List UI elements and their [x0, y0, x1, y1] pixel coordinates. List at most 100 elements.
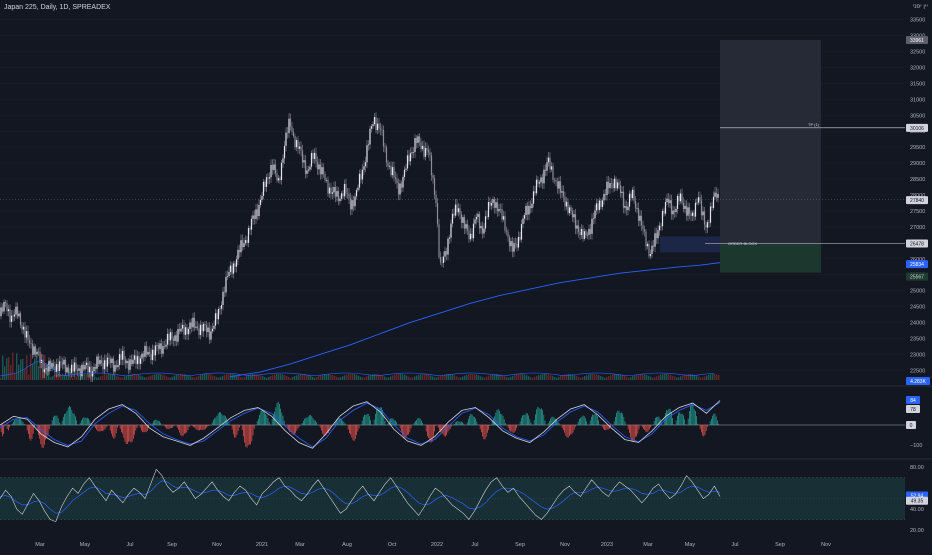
- candle-body: [687, 207, 689, 216]
- candle-body: [115, 365, 118, 368]
- volume-bar: [10, 365, 12, 380]
- y-tick-label-20: 32500: [910, 49, 925, 55]
- candle-body: [84, 365, 86, 370]
- volume-bar: [360, 376, 362, 380]
- volume-bar: [528, 376, 530, 380]
- candle-body: [307, 169, 310, 171]
- candle-body: [618, 182, 620, 186]
- volume-bar: [356, 375, 358, 380]
- y-tick-label-4: 24500: [910, 305, 925, 311]
- price-tag-label-2: 27840: [910, 198, 924, 204]
- candle-body: [315, 152, 317, 162]
- y-tick-label-12: 28500: [910, 177, 925, 183]
- candle-body: [132, 359, 134, 364]
- volume-bar: [562, 375, 564, 380]
- candle-body: [301, 150, 304, 163]
- candle-body: [208, 327, 211, 340]
- candle-body: [157, 345, 160, 350]
- candle-body: [682, 202, 685, 209]
- volume-bar: [82, 374, 84, 380]
- x-tick-label-4: Nov: [212, 542, 222, 548]
- candle-body: [87, 362, 89, 373]
- volume-bar: [438, 376, 440, 380]
- candle-body: [15, 306, 17, 315]
- candle-body: [93, 366, 95, 372]
- candle-body: [319, 164, 322, 175]
- candle-body: [544, 169, 547, 171]
- volume-bar: [406, 375, 408, 380]
- candle-body: [376, 123, 379, 131]
- candle-body: [25, 331, 28, 338]
- candle-body: [94, 366, 97, 369]
- volume-bar: [686, 374, 688, 380]
- x-tick-label-12: Nov: [560, 542, 570, 548]
- candle-body: [271, 164, 274, 171]
- candle-body: [531, 203, 533, 209]
- candle-body: [453, 213, 455, 216]
- volume-bar: [210, 374, 212, 380]
- y-tick-label-17: 31000: [910, 97, 925, 103]
- candle-body: [127, 360, 130, 370]
- volume-bar: [14, 373, 16, 380]
- candle-body: [204, 323, 206, 326]
- volume-bar: [674, 376, 676, 380]
- volume-bar: [130, 374, 132, 380]
- volume-bar: [108, 374, 110, 380]
- volume-bar: [292, 376, 294, 380]
- volume-bar: [586, 375, 588, 380]
- candle-body: [102, 362, 104, 370]
- candle-body: [295, 140, 298, 148]
- candle-body: [97, 356, 100, 365]
- volume-bar: [636, 374, 638, 380]
- volume-bar: [114, 374, 116, 380]
- candle-body: [364, 162, 367, 167]
- candle-body: [169, 332, 172, 341]
- candle-body: [390, 165, 392, 176]
- volume-bar: [64, 374, 66, 380]
- x-tick-label-11: Sep: [515, 542, 525, 548]
- volume-bar: [316, 377, 318, 380]
- candle-body: [252, 215, 254, 219]
- candle-body: [291, 126, 293, 132]
- candle-body: [570, 207, 572, 212]
- candle-body: [471, 233, 473, 239]
- candle-body: [268, 177, 271, 179]
- candle-body: [172, 338, 175, 341]
- candle-body: [709, 206, 712, 223]
- candle-body: [616, 182, 619, 189]
- candle-body: [681, 193, 683, 203]
- candle-body: [103, 360, 106, 370]
- candle-body: [357, 187, 359, 191]
- candle-body: [486, 216, 488, 218]
- rsi-ma-line: [0, 480, 721, 514]
- volume-bar: [514, 375, 516, 380]
- volume-bar: [236, 375, 238, 380]
- candle-body: [537, 179, 539, 184]
- candle-body: [511, 241, 514, 252]
- candle-body: [336, 191, 338, 197]
- volume-bar: [506, 377, 508, 380]
- candle-body: [435, 194, 437, 203]
- volume-bar: [36, 355, 38, 380]
- candle-body: [705, 224, 707, 228]
- candle-body: [144, 345, 146, 357]
- candle-body: [78, 368, 80, 371]
- volume-bar: [580, 377, 582, 380]
- candle-body: [520, 224, 523, 240]
- candle-body: [321, 167, 323, 175]
- volume-bar: [320, 375, 322, 380]
- candle-body: [498, 209, 500, 212]
- volume-bar: [488, 375, 490, 380]
- volume-bar: [404, 374, 406, 380]
- candle-body: [433, 178, 436, 195]
- volume-bar: [710, 374, 712, 380]
- volume-bar: [414, 376, 416, 380]
- candle-body: [30, 342, 32, 344]
- candle-body: [496, 202, 499, 212]
- candle-body: [474, 219, 476, 224]
- candle-body: [129, 359, 131, 370]
- candle-body: [240, 240, 242, 253]
- candle-body: [694, 202, 697, 217]
- candle-body: [394, 177, 397, 179]
